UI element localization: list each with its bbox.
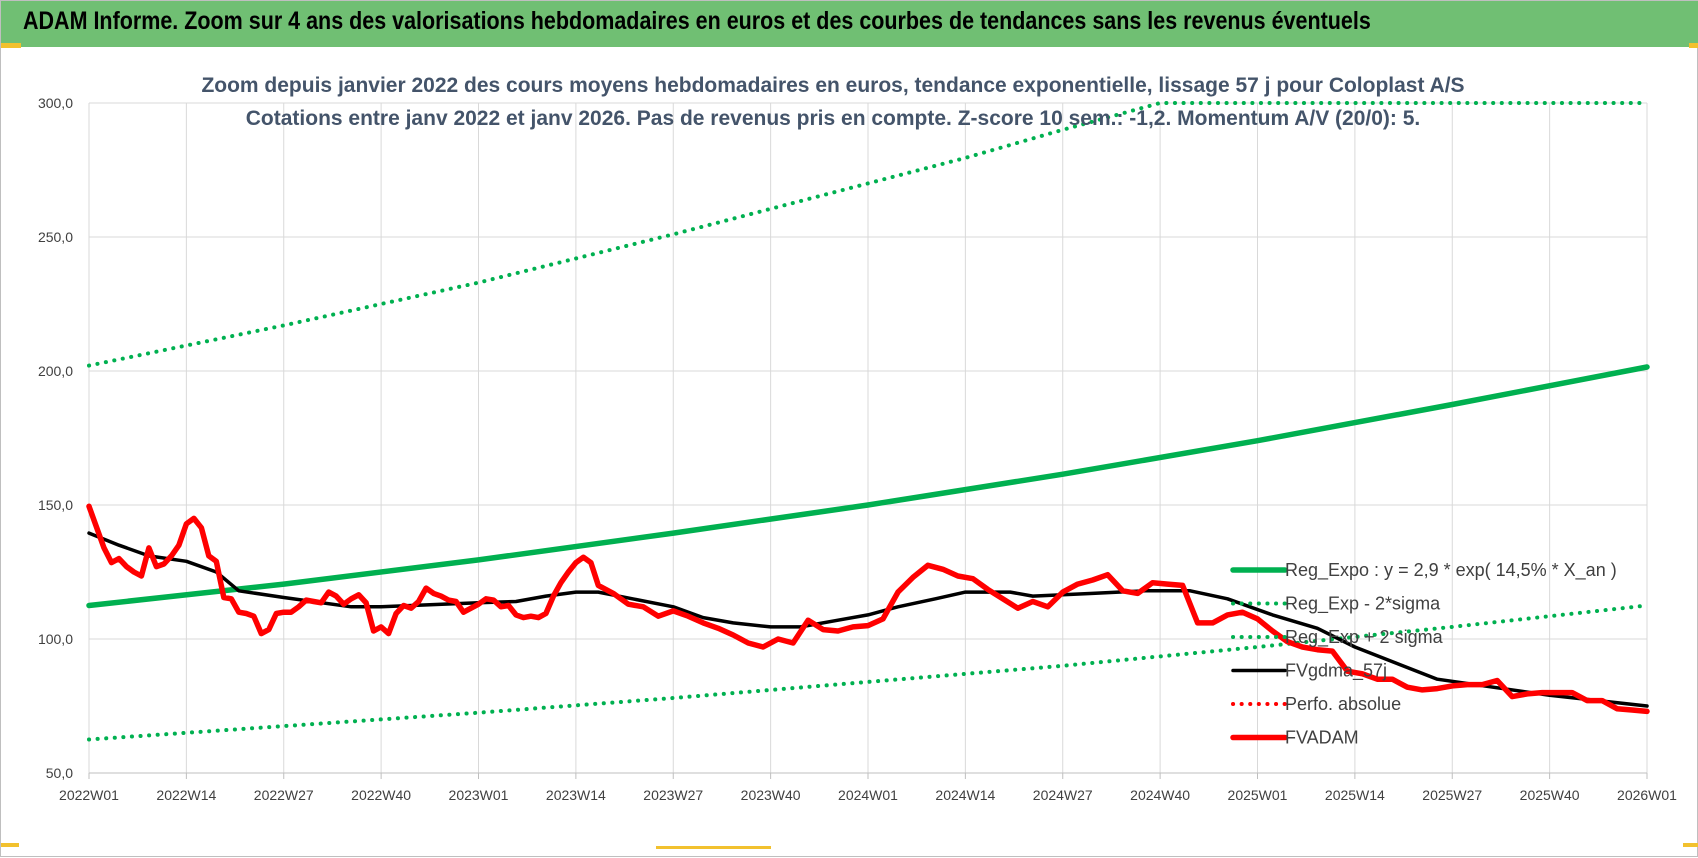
series-line-fvgdma-57j bbox=[87, 531, 1649, 708]
x-tick-label: 2025W27 bbox=[1422, 787, 1482, 803]
legend-label: Perfo. absolue bbox=[1285, 694, 1401, 714]
x-tick-label: 2023W01 bbox=[449, 787, 509, 803]
chart-subtitle: Zoom depuis janvier 2022 des cours moyen… bbox=[201, 74, 1464, 130]
chart-title-line1: Zoom depuis janvier 2022 des cours moyen… bbox=[201, 74, 1464, 97]
series bbox=[86, 101, 1650, 742]
legend-label: FVgdma_57j bbox=[1285, 661, 1387, 682]
grid bbox=[88, 102, 1648, 774]
chart-title-line2: Cotations entre janv 2022 et janv 2026. … bbox=[246, 107, 1420, 130]
y-tick-label: 200,0 bbox=[38, 363, 73, 379]
x-tick-label: 2022W01 bbox=[59, 787, 119, 803]
y-tick-label: 300,0 bbox=[38, 95, 73, 111]
x-tick-label: 2022W14 bbox=[156, 787, 216, 803]
series-line-reg-expo-y-2-9-exp-14-5-x-an bbox=[86, 364, 1650, 609]
y-tick-label: 50,0 bbox=[46, 765, 73, 781]
page-title: ADAM Informe. Zoom sur 4 ans des valoris… bbox=[23, 7, 1371, 35]
corner-mark-top-right bbox=[1689, 43, 1698, 48]
series-line-reg-exp-2-sigma bbox=[87, 603, 1649, 742]
legend-label: Reg_Exp + 2 sigma bbox=[1285, 627, 1444, 648]
x-tick-label: 2025W40 bbox=[1520, 787, 1580, 803]
legend-label: Reg_Expo : y = 2,9 * exp( 14,5% * X_an ) bbox=[1285, 560, 1617, 581]
corner-mark-bottom-center bbox=[656, 846, 771, 849]
x-tick-label: 2024W40 bbox=[1130, 787, 1190, 803]
axes: 50,0 100,0 150,0 200,0 250,0 300,0 2022W01 2022… bbox=[38, 95, 1677, 803]
legend-label: FVADAM bbox=[1285, 728, 1359, 748]
x-tick-label: 2022W27 bbox=[254, 787, 314, 803]
x-tick-label: 2022W40 bbox=[351, 787, 411, 803]
corner-mark-left-edge bbox=[1, 843, 19, 847]
x-tick-label: 2023W14 bbox=[546, 787, 606, 803]
y-tick-label: 150,0 bbox=[38, 497, 73, 513]
x-tick-label: 2023W27 bbox=[643, 787, 703, 803]
x-tick-label: 2024W14 bbox=[935, 787, 995, 803]
x-tick-label: 2025W01 bbox=[1228, 787, 1288, 803]
x-tick-label: 2026W01 bbox=[1617, 787, 1677, 803]
corner-mark-top-left bbox=[1, 43, 21, 48]
title-bar: ADAM Informe. Zoom sur 4 ans des valoris… bbox=[1, 1, 1698, 47]
legend-box bbox=[1227, 550, 1627, 757]
x-tick-label: 2025W14 bbox=[1325, 787, 1385, 803]
x-tick-label: 2024W27 bbox=[1033, 787, 1093, 803]
x-tick-label: 2024W01 bbox=[838, 787, 898, 803]
y-tick-label: 250,0 bbox=[38, 229, 73, 245]
series-line-fvadam bbox=[86, 503, 1650, 715]
x-tick-label: 2023W40 bbox=[741, 787, 801, 803]
y-tick-label: 100,0 bbox=[38, 631, 73, 647]
corner-mark-right-edge bbox=[1683, 843, 1698, 847]
legend-label: Reg_Exp - 2*sigma bbox=[1285, 594, 1441, 615]
legend: Reg_Expo : y = 2,9 * exp( 14,5% * X_an )… bbox=[1227, 550, 1627, 757]
